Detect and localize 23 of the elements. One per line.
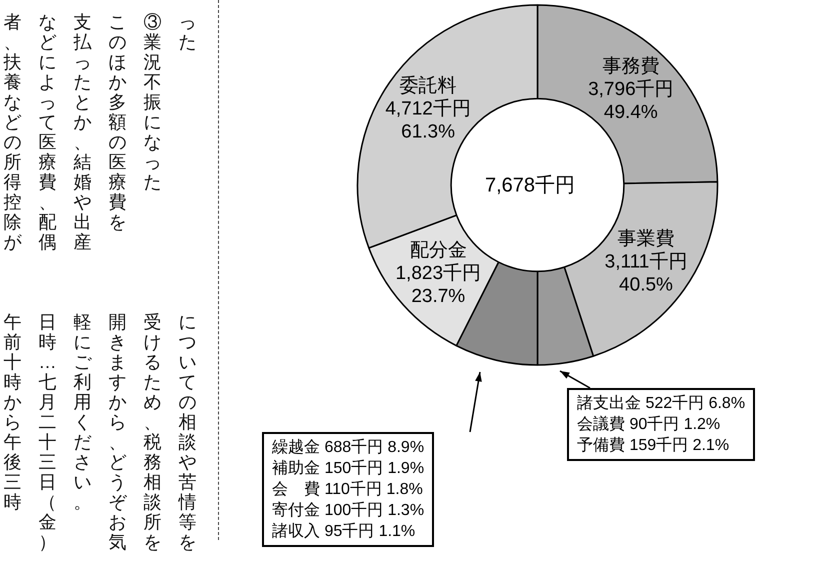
text: 支払ったとか、結婚や出産 xyxy=(74,12,92,252)
text: このほか多額の医療費を xyxy=(108,12,126,232)
text: 午前十時から午後三時 xyxy=(4,312,22,512)
data-label: 1,823千円 23.7% xyxy=(395,263,482,308)
text: などによって医療費、配偶 xyxy=(38,12,56,252)
text: 受けるため、税務相談所を xyxy=(144,312,162,552)
text: 者、扶養などの所得控除が xyxy=(4,12,22,252)
data-label: 3,111千円 40.5% xyxy=(604,252,688,296)
slice-label: 配分金 xyxy=(410,240,467,262)
text: についての相談や苦情等を xyxy=(178,312,196,552)
slice-label: 事業費 xyxy=(617,228,674,250)
text: 日時…七月二十三日（金） xyxy=(38,312,56,552)
data-label: 4,712千円 61.3% xyxy=(385,98,471,142)
text: 開きますから、どうぞお気 xyxy=(108,312,126,552)
text: 軽にご利用ください。 xyxy=(74,312,92,512)
slice-label: 委託料 xyxy=(400,75,457,96)
data-label: 3,796千円 49.4% xyxy=(588,79,674,124)
text: ③業況不振になった xyxy=(144,12,162,192)
text: 7,678千円 xyxy=(484,174,576,198)
text: った xyxy=(178,12,197,52)
text: 繰越金 688千円 8.9% 補助金 150千円 1.9% 会 費 110千円 1.8% 寄付金 100千円 1.3% 諸収入 95千円 1.1% xyxy=(262,432,434,547)
text: 諸支出金 522千円 6.8% 会議費 90千円 1.2% 予備費 159千円 2.1% xyxy=(567,388,756,461)
slice-label: 事務費 xyxy=(602,56,660,78)
